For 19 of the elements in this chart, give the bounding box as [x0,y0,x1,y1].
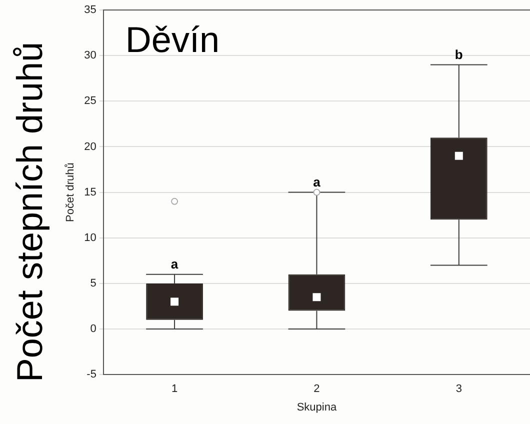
y-tick-label: 25 [84,95,96,108]
y-tick-label: 20 [84,140,96,153]
annotation: a [170,256,179,272]
y-tick-label: 5 [90,277,96,290]
y-tick-label: 30 [84,50,96,62]
x-axis-title: Skupina [296,401,338,414]
y-axis-title: Počet druhů [64,162,77,222]
x-tick-label: 3 [456,383,462,396]
y-tick-label: -5 [86,368,96,381]
annotation: a [313,174,322,190]
annotation: Děvín [125,18,220,60]
y-tick-label: 35 [84,4,96,16]
annotation: b [454,46,463,62]
y-tick-label: 10 [84,232,96,244]
y-tick-label: 0 [90,323,96,336]
x-tick-label: 1 [171,383,178,396]
text: Počet stepních druhů [9,42,51,382]
y-tick-label: 15 [84,186,96,198]
x-tick-label: 2 [314,383,320,396]
